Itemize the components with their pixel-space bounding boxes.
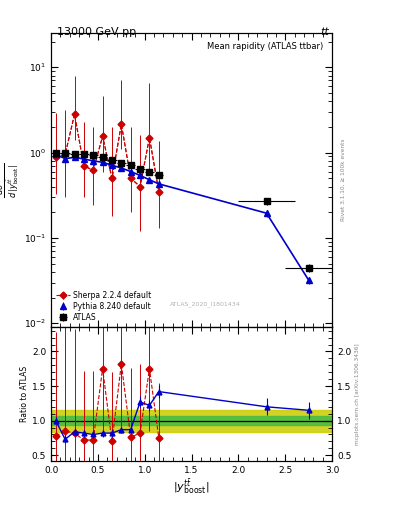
Y-axis label: $\frac{d\sigma^{norm}}{d\,|y^{t\bar{t}}_\mathsf{boost}|}$: $\frac{d\sigma^{norm}}{d\,|y^{t\bar{t}}_… bbox=[0, 163, 21, 198]
Text: ATLAS_2020_I1801434: ATLAS_2020_I1801434 bbox=[170, 301, 241, 307]
Text: 13000 GeV pp: 13000 GeV pp bbox=[57, 27, 136, 37]
Legend: Sherpa 2.2.4 default, Pythia 8.240 default, ATLAS: Sherpa 2.2.4 default, Pythia 8.240 defau… bbox=[55, 289, 153, 324]
Bar bbox=[51, 410, 332, 432]
Y-axis label: Rivet 3.1.10, ≥ 100k events: Rivet 3.1.10, ≥ 100k events bbox=[341, 139, 346, 222]
Text: Mean rapidity (ATLAS ttbar): Mean rapidity (ATLAS ttbar) bbox=[208, 42, 324, 51]
X-axis label: $|y^{t\bar{t}}_\mathsf{boost}|$: $|y^{t\bar{t}}_\mathsf{boost}|$ bbox=[173, 477, 210, 496]
Bar bbox=[51, 416, 332, 425]
Y-axis label: Ratio to ATLAS: Ratio to ATLAS bbox=[20, 366, 29, 422]
Text: tt: tt bbox=[321, 27, 329, 37]
Y-axis label: mcplots.cern.ch [arXiv:1306.3436]: mcplots.cern.ch [arXiv:1306.3436] bbox=[356, 343, 360, 445]
